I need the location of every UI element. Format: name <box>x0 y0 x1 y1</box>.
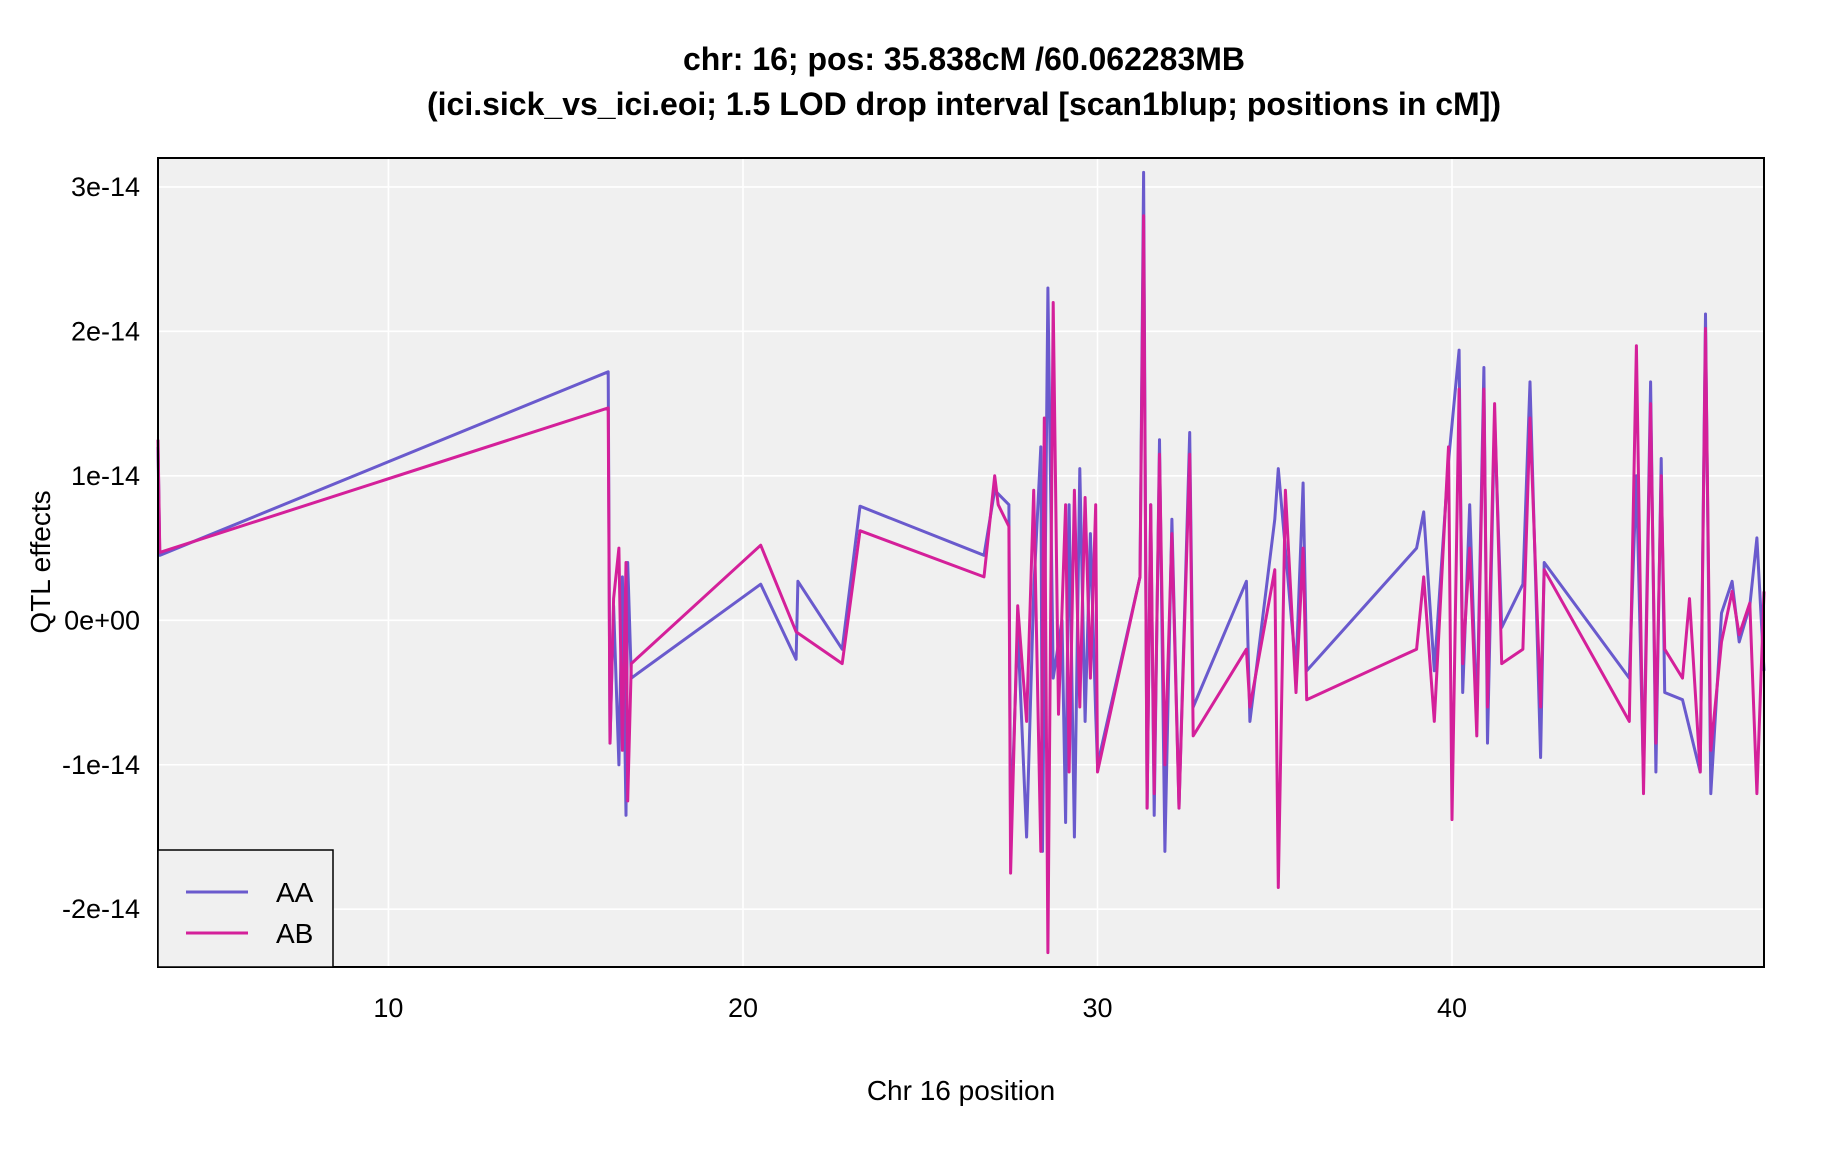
plot-area <box>158 158 1764 967</box>
x-tick-label: 10 <box>373 993 403 1023</box>
x-axis-label: Chr 16 position <box>867 1075 1055 1106</box>
series-line-ab <box>156 214 1766 955</box>
legend-label-aa: AA <box>276 877 314 908</box>
y-tick-label: 1e-14 <box>71 461 140 491</box>
y-tick-label: 0e+00 <box>64 605 140 635</box>
chart-subtitle: (ici.sick_vs_ici.eoi; 1.5 LOD drop inter… <box>427 86 1501 122</box>
plot-border <box>157 157 1765 968</box>
legend-label-ab: AB <box>276 918 313 949</box>
y-tick-label: -1e-14 <box>62 750 140 780</box>
x-tick-label: 40 <box>1437 993 1467 1023</box>
y-tick-label: -2e-14 <box>62 894 140 924</box>
y-tick-label: 3e-14 <box>71 172 140 202</box>
legend: AA AB <box>157 849 334 968</box>
y-axis-ticks: -2e-14 -1e-14 0e+00 1e-14 2e-14 3e-14 <box>62 172 140 924</box>
x-axis-ticks: 10 20 30 40 <box>373 993 1467 1023</box>
x-tick-label: 20 <box>728 993 758 1023</box>
y-axis-label: QTL effects <box>25 490 56 633</box>
series-group <box>156 170 1766 955</box>
chart-title: chr: 16; pos: 35.838cM /60.062283MB <box>683 41 1245 77</box>
x-tick-label: 30 <box>1082 993 1112 1023</box>
legend-box <box>157 849 334 968</box>
y-tick-label: 2e-14 <box>71 316 140 346</box>
